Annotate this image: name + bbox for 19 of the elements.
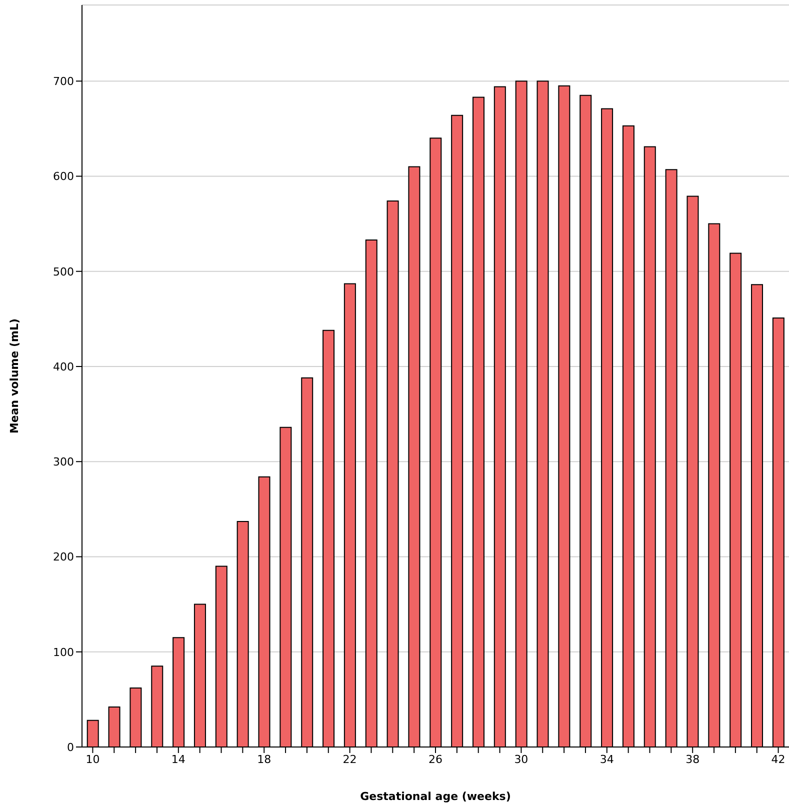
y-tick-label: 100	[53, 646, 74, 659]
x-tick-label: 38	[686, 752, 700, 766]
x-tick-label: 30	[514, 752, 528, 766]
x-tick-label: 10	[86, 752, 100, 766]
x-tick-label: 26	[428, 752, 442, 766]
y-tick-label: 700	[53, 75, 74, 88]
y-tick-label: 400	[53, 360, 74, 374]
x-tick-label: 14	[171, 752, 186, 766]
x-tick-label: 18	[257, 752, 272, 766]
y-tick-label: 500	[53, 265, 74, 278]
y-axis-title: Mean volume (mL)	[8, 318, 21, 434]
y-tick-label: 0	[67, 740, 74, 754]
y-tick-label: 200	[53, 550, 74, 564]
y-tick-label: 300	[53, 456, 74, 469]
x-axis-title: Gestational age (weeks)	[360, 790, 511, 803]
x-tick-label: 22	[342, 752, 357, 766]
x-tick-label: 34	[600, 752, 614, 766]
y-tick-label: 600	[53, 170, 74, 184]
x-tick-label: 42	[771, 752, 786, 766]
